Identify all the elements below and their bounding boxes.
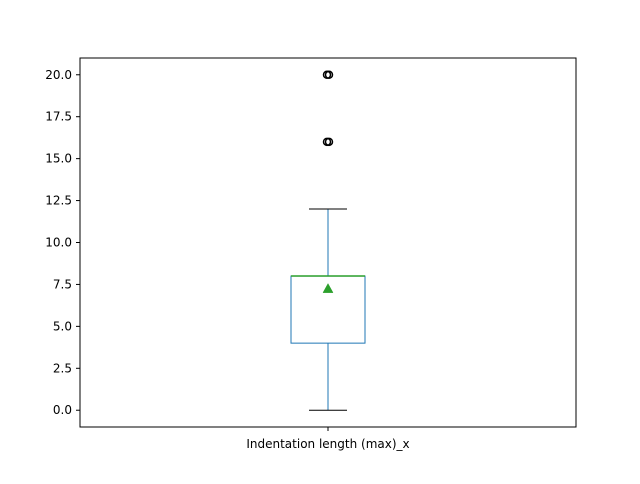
y-tick-label: 17.5 — [45, 110, 72, 124]
y-tick-label: 5.0 — [53, 319, 72, 333]
outlier-point — [324, 137, 334, 147]
x-axis: Indentation length (max)_x — [246, 427, 410, 451]
y-tick-label: 0.0 — [53, 403, 72, 417]
y-tick-label: 10.0 — [45, 236, 72, 250]
x-tick-label: Indentation length (max)_x — [246, 437, 409, 451]
y-tick-label: 20.0 — [45, 68, 72, 82]
y-tick-label: 12.5 — [45, 194, 72, 208]
box-plot-marks — [290, 70, 366, 411]
outlier-point — [324, 70, 334, 80]
y-tick-label: 7.5 — [53, 277, 72, 291]
y-tick-label: 2.5 — [53, 361, 72, 375]
y-axis: 0.0 2.5 5.0 7.5 10.0 12.5 15.0 17.5 20.0 — [45, 68, 80, 417]
y-tick-label: 15.0 — [45, 152, 72, 166]
mean-marker — [322, 283, 334, 293]
